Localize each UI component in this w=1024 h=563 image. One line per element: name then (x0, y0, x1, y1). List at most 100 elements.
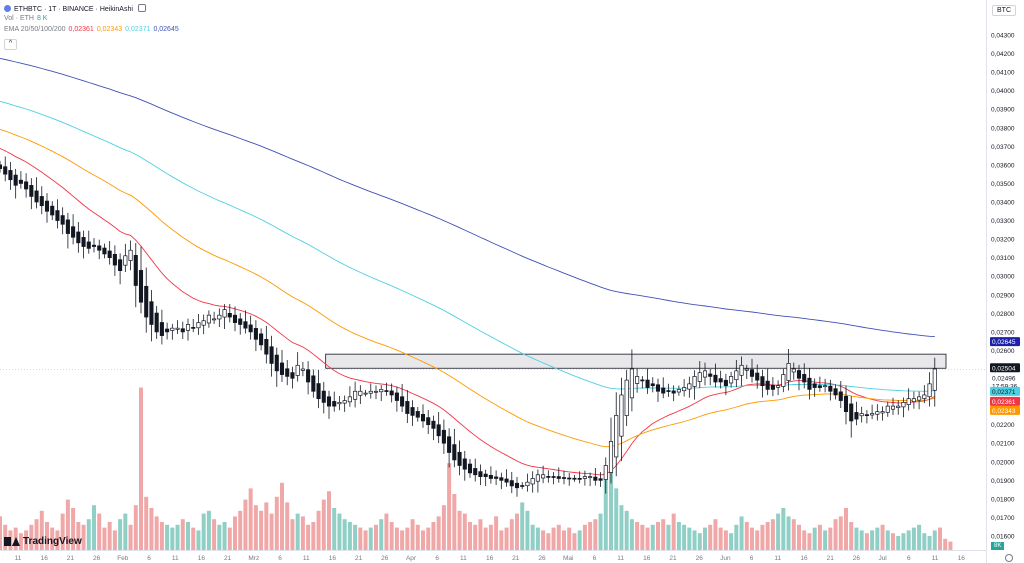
volume-bar (530, 524, 535, 550)
candle-body (269, 346, 274, 364)
ema200-value: 0,02645 (153, 26, 179, 33)
collapse-legend-button[interactable]: ^ (4, 39, 17, 50)
volume-bar (932, 530, 937, 550)
price-label-text: 0,02496 (992, 375, 1016, 382)
volume-bar (217, 524, 222, 550)
candle-body (509, 480, 514, 487)
candle-body (337, 402, 342, 405)
candle-body (238, 318, 243, 325)
candle-body (640, 379, 645, 382)
candle-body (786, 363, 791, 381)
volume-bar (729, 533, 734, 550)
candle-body (849, 403, 854, 422)
volume-bar (60, 513, 65, 550)
time-axis[interactable]: 11 16 21 26 Feb 6 11 16 21 Mrz 6 11 16 21 26 Apr 6 11 16 21… (15, 555, 966, 562)
y-tick-label: 0,02100 (991, 441, 1015, 448)
volume-bar (535, 527, 540, 550)
y-tick-label: 0,02600 (991, 348, 1015, 355)
volume-legend-label: Vol · ETH (4, 15, 34, 22)
volume-bar (0, 516, 2, 550)
volume-bar (488, 524, 493, 550)
volume-bar (55, 530, 60, 550)
candle-body (859, 413, 864, 417)
candle-body (854, 412, 859, 420)
candle-body (373, 390, 379, 393)
volume-bar (864, 533, 869, 550)
candle-body (332, 401, 337, 407)
x-tick-label: 6 (907, 555, 911, 562)
volume-bar (765, 522, 770, 550)
volume-bar (635, 522, 640, 550)
candle-body (520, 485, 525, 487)
candle-body (55, 210, 60, 221)
volume-bar (791, 519, 796, 550)
volume-bar (201, 513, 206, 550)
volume-bar (755, 530, 760, 550)
symbol-header[interactable]: ETHBTC · 1T · BINANCE · HeikinAshi (4, 4, 149, 13)
ema-legend-label: EMA 20/50/100/200 (4, 26, 66, 33)
volume-bar (206, 510, 211, 550)
volume-bar (144, 496, 149, 550)
x-tick-label: 6 (278, 555, 282, 562)
volume-bar (802, 530, 807, 550)
x-tick-label: 11 (774, 555, 781, 562)
volume-bar (692, 530, 697, 550)
volume-bar (384, 513, 389, 550)
candle-body (817, 385, 822, 388)
volume-bar (833, 519, 838, 550)
candle-body (603, 465, 608, 480)
volume-bar (285, 502, 290, 550)
gear-icon[interactable] (1005, 554, 1013, 562)
volume-axis-badge: 8K (991, 542, 1005, 550)
volume-bar (337, 513, 342, 550)
volume-bar (24, 530, 29, 550)
volume-bar (253, 505, 258, 550)
visibility-icon[interactable] (137, 4, 146, 12)
tradingview-logo-text: TradingView (23, 536, 82, 547)
candle-body (274, 354, 279, 372)
candle-body (180, 328, 185, 333)
resistance-zone[interactable] (0, 353, 986, 370)
y-tick-label: 0,02700 (991, 329, 1015, 336)
volume-bar (300, 516, 305, 550)
volume-bar (421, 530, 425, 550)
candle-body (368, 390, 373, 394)
volume-bar (509, 519, 514, 550)
volume-bar (718, 527, 723, 550)
candle-body (598, 478, 603, 481)
volume-bar (170, 527, 175, 550)
candle-body (838, 391, 843, 401)
candle-body (441, 429, 446, 444)
volume-legend[interactable]: Vol · ETH 8 K (4, 15, 50, 22)
volume-bar (739, 516, 744, 550)
volume-bar (374, 524, 378, 550)
candle-body (144, 285, 149, 318)
candle-body (692, 376, 697, 387)
candle-body (551, 476, 556, 478)
y-tick-label: 0,04300 (991, 32, 1015, 39)
x-tick-label: 11 (932, 555, 939, 562)
volume-bar (572, 533, 577, 550)
volume-bar (196, 530, 201, 550)
candle-body (645, 379, 650, 388)
candle-body (483, 473, 488, 477)
currency-unit[interactable]: BTC (992, 5, 1016, 16)
candle-body (81, 237, 86, 247)
volume-bar (593, 519, 598, 550)
candle-body (44, 200, 50, 212)
volume-bar (697, 533, 702, 550)
volume-bar (911, 527, 916, 550)
price-label-text: 17:59:36 (992, 383, 1018, 390)
volume-bar (353, 524, 358, 550)
tradingview-logo[interactable]: TradingView (4, 536, 82, 547)
ema-legend[interactable]: EMA 20/50/100/200 0,02361 0,02343 0,02371 0,… (4, 26, 182, 33)
x-tick-label: 6 (593, 555, 597, 562)
candle-body (191, 327, 196, 329)
volume-bar (280, 482, 284, 550)
x-tick-label: 16 (958, 555, 966, 562)
volume-bar (760, 524, 765, 550)
volume-bar (457, 510, 462, 550)
candle-body (723, 379, 728, 387)
volume-bar (468, 522, 472, 550)
